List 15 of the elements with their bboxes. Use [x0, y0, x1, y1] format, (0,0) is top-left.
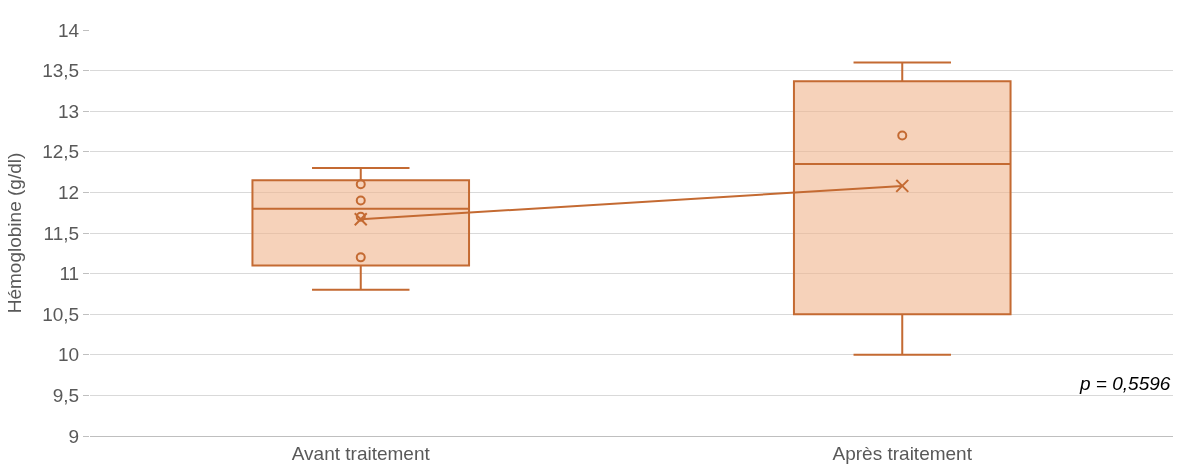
y-tick-label: 12	[58, 182, 80, 204]
y-tick-label: 13	[58, 100, 80, 122]
y-tick-label: 10	[58, 344, 80, 366]
y-tick-label: 9	[68, 425, 80, 447]
y-tick-label: 14	[58, 19, 80, 41]
y-axis-title: Hémoglobine (g/dl)	[4, 152, 26, 314]
annotation: p = 0,5596	[1079, 373, 1171, 394]
x-tick-label: Après traitement	[832, 442, 973, 464]
y-tick-label: 11	[59, 263, 80, 285]
x-tick-label: Avant traitement	[291, 442, 431, 464]
y-tick-label: 11,5	[43, 222, 80, 244]
y-tick-label: 10,5	[42, 303, 80, 325]
y-tick-label: 9,5	[52, 385, 80, 407]
y-tick-label: 12,5	[42, 141, 80, 163]
y-tick-label: 13,5	[42, 60, 80, 82]
